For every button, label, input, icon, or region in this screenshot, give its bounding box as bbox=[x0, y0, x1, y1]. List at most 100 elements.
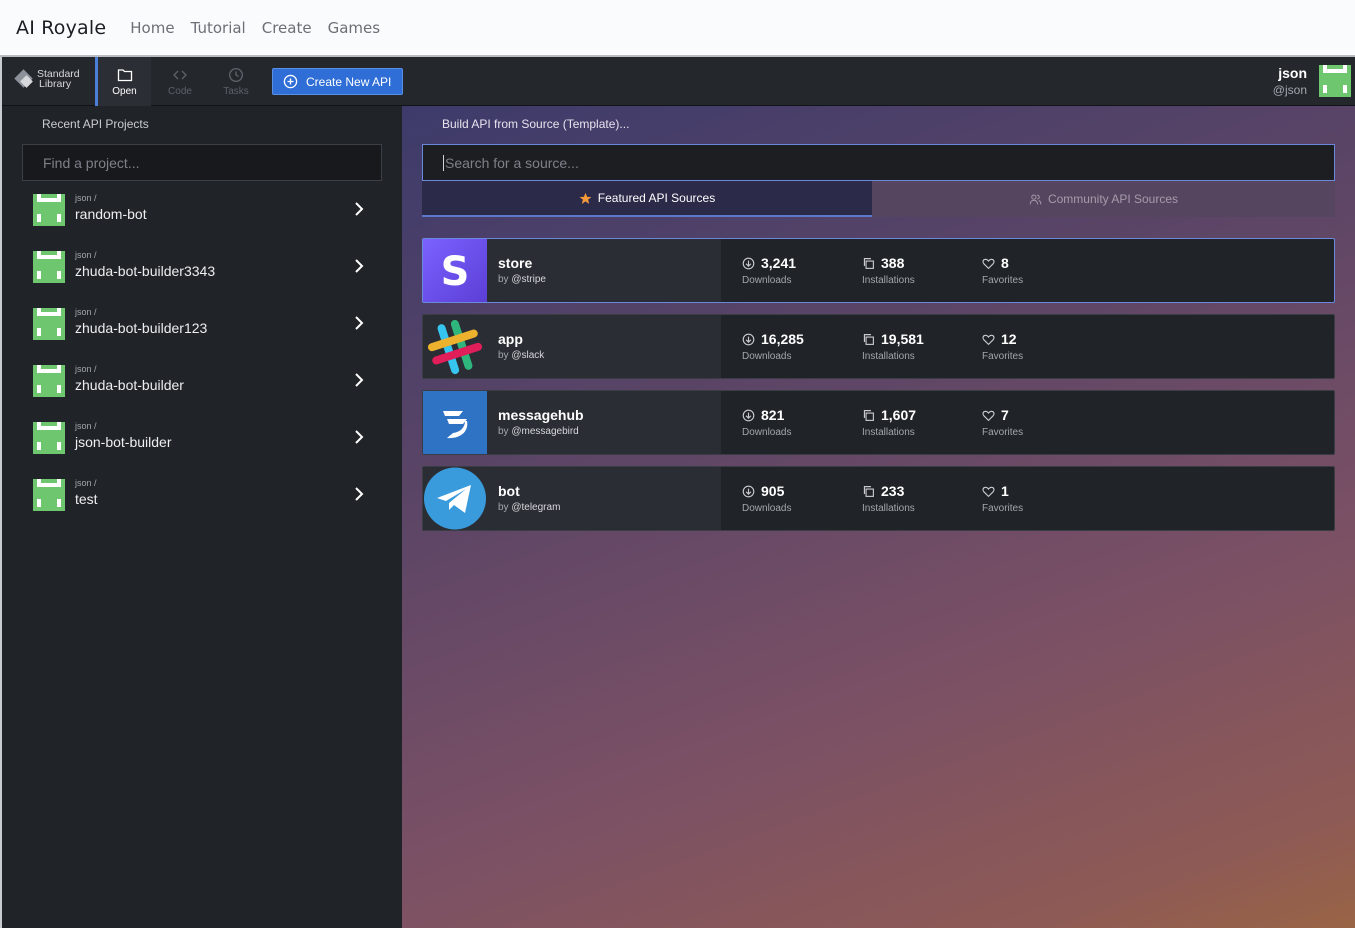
tasks-tab-button[interactable]: Tasks bbox=[208, 57, 264, 106]
installations-count: 19,581 bbox=[881, 331, 924, 347]
svg-text:S: S bbox=[441, 249, 470, 295]
project-item[interactable]: json / zhuda-bot-builder3343 bbox=[22, 243, 382, 295]
stripe-logo: S bbox=[423, 239, 487, 302]
source-author-handle: @stripe bbox=[511, 274, 546, 285]
source-search-input[interactable]: Search for a source... bbox=[422, 144, 1335, 181]
stdlib-logo-line2: Library bbox=[39, 78, 72, 90]
copy-icon bbox=[862, 409, 875, 422]
nav-create-link[interactable]: Create bbox=[261, 18, 312, 37]
create-new-api-label: Create New API bbox=[306, 74, 392, 89]
source-card[interactable]: messagehub by @messagebird 821 Downloads… bbox=[422, 390, 1335, 455]
downloads-count: 16,285 bbox=[761, 331, 804, 347]
source-author: by @messagebird bbox=[498, 426, 579, 437]
project-item[interactable]: json / test bbox=[22, 471, 382, 523]
users-icon bbox=[1029, 193, 1042, 204]
source-card[interactable]: app by @slack 16,285 Downloads 19,581 In… bbox=[422, 314, 1335, 379]
nav-home-link[interactable]: Home bbox=[130, 18, 175, 37]
project-owner: json / bbox=[75, 364, 97, 374]
project-owner: json / bbox=[75, 193, 97, 203]
project-item[interactable]: json / zhuda-bot-builder bbox=[22, 357, 382, 409]
downloads-count: 3,241 bbox=[761, 255, 797, 271]
downloads-label: Downloads bbox=[742, 351, 792, 362]
source-name: bot bbox=[498, 483, 520, 499]
project-avatar bbox=[33, 365, 65, 397]
project-avatar bbox=[33, 479, 65, 511]
downloads-label: Downloads bbox=[742, 275, 792, 286]
downloads-stat: 3,241 Downloads bbox=[742, 255, 796, 286]
tab-featured-sources[interactable]: Featured API Sources bbox=[422, 181, 872, 217]
downloads-label: Downloads bbox=[742, 427, 792, 438]
project-avatar bbox=[33, 194, 65, 226]
installations-stat: 233 Installations bbox=[862, 483, 915, 514]
source-author-handle: @slack bbox=[511, 350, 545, 361]
download-icon bbox=[742, 485, 755, 498]
favorites-stat: 12 Favorites bbox=[982, 331, 1023, 362]
project-item[interactable]: json / random-bot bbox=[22, 186, 382, 238]
downloads-label: Downloads bbox=[742, 503, 792, 514]
project-owner: json / bbox=[75, 478, 97, 488]
download-icon bbox=[742, 257, 755, 270]
stdlib-logo-icon bbox=[14, 69, 34, 89]
project-owner: json / bbox=[75, 250, 97, 260]
project-item[interactable]: json / json-bot-builder bbox=[22, 414, 382, 466]
favorites-label: Favorites bbox=[982, 351, 1024, 362]
favorites-count: 12 bbox=[1001, 331, 1017, 347]
project-avatar bbox=[33, 422, 65, 454]
favorites-count: 7 bbox=[1001, 407, 1009, 423]
create-new-api-button[interactable]: Create New API bbox=[272, 68, 403, 95]
nav-games-link[interactable]: Games bbox=[327, 18, 381, 37]
tab-featured-label: Featured API Sources bbox=[597, 191, 716, 205]
open-tab-button[interactable]: Open bbox=[95, 57, 151, 106]
installations-stat: 1,607 Installations bbox=[862, 407, 916, 438]
site-brand[interactable]: AI Royale bbox=[16, 16, 107, 39]
heart-icon bbox=[982, 257, 995, 270]
project-name: random-bot bbox=[75, 206, 147, 222]
source-author: by @telegram bbox=[498, 502, 560, 513]
installations-label: Installations bbox=[862, 427, 915, 438]
user-handle: @json bbox=[1272, 83, 1307, 97]
installations-stat: 19,581 Installations bbox=[862, 331, 924, 362]
source-name: app bbox=[498, 331, 523, 347]
chevron-right-icon bbox=[355, 373, 364, 387]
project-owner: json / bbox=[75, 421, 97, 431]
project-owner: json / bbox=[75, 307, 97, 317]
heart-icon bbox=[982, 333, 995, 346]
downloads-stat: 905 Downloads bbox=[742, 483, 791, 514]
download-icon bbox=[742, 333, 755, 346]
code-tab-button[interactable]: Code bbox=[152, 57, 208, 106]
user-name: json bbox=[1278, 65, 1307, 81]
source-card[interactable]: S store by @stripe 3,241 Downloads 388 I… bbox=[422, 238, 1335, 303]
user-info[interactable]: json @json bbox=[1273, 65, 1307, 97]
source-tabs: Featured API Sources Community API Sourc… bbox=[422, 181, 1335, 217]
favorites-stat: 7 Favorites bbox=[982, 407, 1023, 438]
project-search-input[interactable]: Find a project... bbox=[22, 144, 382, 181]
slack-logo bbox=[423, 315, 487, 378]
project-item[interactable]: json / zhuda-bot-builder123 bbox=[22, 300, 382, 352]
chevron-right-icon bbox=[355, 487, 364, 501]
stdlib-logo[interactable]: Standard Library bbox=[14, 69, 80, 89]
source-by-prefix: by bbox=[498, 350, 509, 361]
project-name: zhuda-bot-builder3343 bbox=[75, 263, 216, 279]
favorites-stat: 8 Favorites bbox=[982, 255, 1023, 286]
source-card[interactable]: bot by @telegram 905 Downloads 233 Insta… bbox=[422, 466, 1335, 531]
chevron-right-icon bbox=[355, 259, 364, 273]
copy-icon bbox=[862, 333, 875, 346]
source-name: messagehub bbox=[498, 407, 584, 423]
source-by-prefix: by bbox=[498, 274, 509, 285]
download-icon bbox=[742, 409, 755, 422]
project-name: json-bot-builder bbox=[75, 434, 172, 450]
source-browser-title: Build API from Source (Template)... bbox=[442, 117, 630, 131]
telegram-logo bbox=[423, 467, 487, 530]
source-author-handle: @messagebird bbox=[511, 426, 579, 437]
source-by-prefix: by bbox=[498, 502, 509, 513]
star-icon bbox=[579, 192, 592, 204]
stdlib-logo-line1: Standard bbox=[37, 68, 80, 80]
tab-community-sources[interactable]: Community API Sources bbox=[872, 181, 1335, 217]
user-avatar[interactable] bbox=[1319, 65, 1351, 97]
favorites-count: 1 bbox=[1001, 483, 1009, 499]
source-by-prefix: by bbox=[498, 426, 509, 437]
nav-tutorial-link[interactable]: Tutorial bbox=[190, 18, 246, 37]
chevron-right-icon bbox=[355, 430, 364, 444]
sidebar: Recent API Projects Find a project... js… bbox=[2, 106, 402, 928]
copy-icon bbox=[862, 485, 875, 498]
